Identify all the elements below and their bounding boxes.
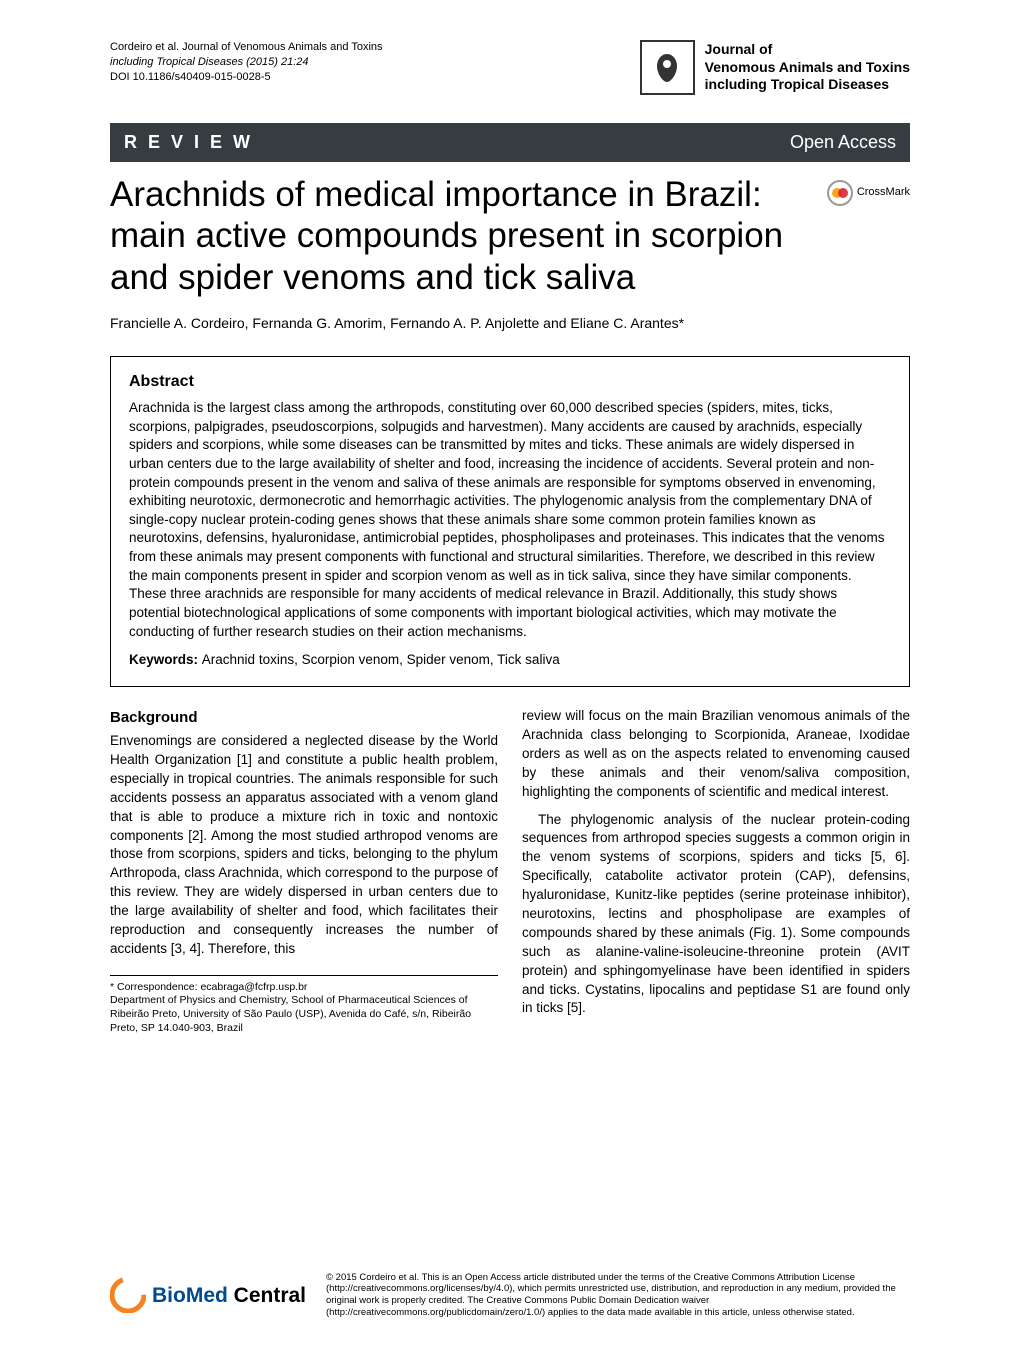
crossmark-badge[interactable]: CrossMark: [827, 180, 910, 206]
citation-line-2: including Tropical Diseases (2015) 21:24: [110, 55, 383, 70]
authors: Francielle A. Cordeiro, Fernanda G. Amor…: [110, 314, 910, 334]
left-column: Background Envenomings are considered a …: [110, 707, 498, 1035]
keywords-label: Keywords:: [129, 652, 202, 667]
correspondence-email: * Correspondence: ecabraga@fcfrp.usp.br: [110, 981, 498, 995]
right-para-2: The phylogenomic analysis of the nuclear…: [522, 811, 910, 1019]
page-footer: BioMed Central © 2015 Cordeiro et al. Th…: [110, 1272, 910, 1320]
citation-line-1: Cordeiro et al. Journal of Venomous Anim…: [110, 40, 383, 55]
article-type-banner: R E V I E W Open Access: [110, 123, 910, 162]
correspondence-block: * Correspondence: ecabraga@fcfrp.usp.br …: [110, 975, 498, 1036]
abstract-box: Abstract Arachnida is the largest class …: [110, 356, 910, 687]
article-title: Arachnids of medical importance in Brazi…: [110, 174, 827, 298]
bmc-logo-icon: [110, 1277, 146, 1313]
keywords-row: Keywords: Arachnid toxins, Scorpion veno…: [129, 651, 891, 670]
body-columns: Background Envenomings are considered a …: [110, 707, 910, 1035]
abstract-heading: Abstract: [129, 371, 891, 393]
journal-title: Journal of Venomous Animals and Toxins i…: [705, 41, 910, 94]
abstract-text: Arachnida is the largest class among the…: [129, 399, 891, 641]
biomed-central-logo: BioMed Central: [110, 1277, 306, 1313]
open-access-label: Open Access: [790, 130, 896, 155]
right-column: review will focus on the main Brazilian …: [522, 707, 910, 1035]
background-heading: Background: [110, 707, 498, 728]
journal-logo: Journal of Venomous Animals and Toxins i…: [640, 40, 910, 95]
keywords-text: Arachnid toxins, Scorpion venom, Spider …: [202, 652, 560, 667]
correspondence-affiliation: Department of Physics and Chemistry, Sch…: [110, 994, 498, 1035]
article-type: R E V I E W: [124, 130, 253, 155]
crossmark-label: CrossMark: [857, 185, 910, 200]
right-para-1: review will focus on the main Brazilian …: [522, 707, 910, 801]
doi: DOI 10.1186/s40409-015-0028-5: [110, 70, 383, 85]
crossmark-icon: [827, 180, 853, 206]
background-para-1: Envenomings are considered a neglected d…: [110, 732, 498, 959]
license-text: © 2015 Cordeiro et al. This is an Open A…: [326, 1272, 910, 1320]
journal-icon: [640, 40, 695, 95]
page-header: Cordeiro et al. Journal of Venomous Anim…: [0, 0, 1020, 105]
bmc-logo-text: BioMed Central: [152, 1281, 306, 1310]
citation-block: Cordeiro et al. Journal of Venomous Anim…: [110, 40, 383, 85]
title-row: Arachnids of medical importance in Brazi…: [110, 174, 910, 298]
